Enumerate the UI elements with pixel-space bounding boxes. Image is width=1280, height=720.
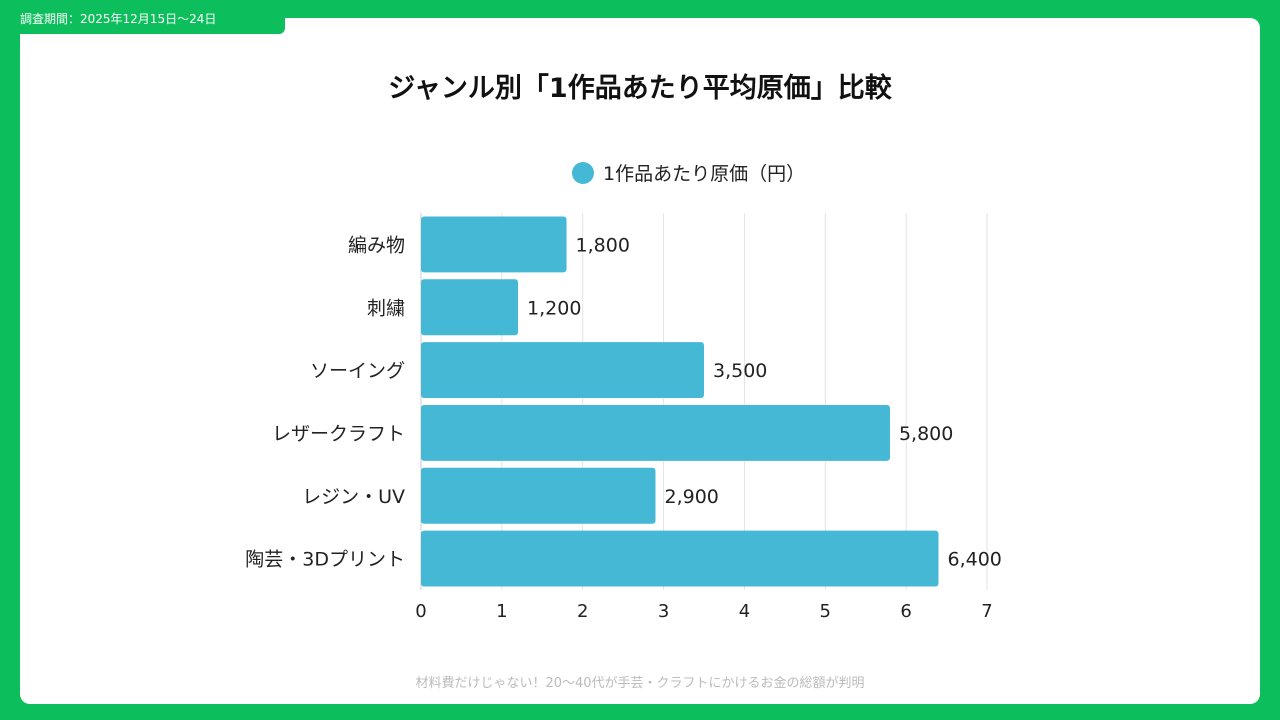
y-category-label: ソーイング	[310, 360, 405, 382]
y-category-label: レジン・UV	[302, 486, 405, 508]
bar	[421, 216, 567, 273]
data-label: 1,800	[576, 234, 630, 256]
survey-period: 調査期間：2025年12月15日〜24日	[20, 12, 217, 26]
y-category-label: 陶芸・3Dプリント	[245, 549, 405, 571]
legend-swatch	[572, 162, 594, 184]
y-category-label: 刺繍	[367, 297, 405, 319]
x-tick-label: 1	[496, 601, 507, 622]
bar	[421, 404, 890, 461]
bar	[421, 342, 704, 399]
bar	[421, 467, 656, 524]
y-category-label: レザークラフト	[272, 423, 405, 445]
x-tick-label: 7	[981, 601, 992, 622]
bar	[421, 530, 939, 587]
chart-title: ジャンル別「1作品あたり平均原価」比較	[388, 73, 892, 104]
data-label: 1,200	[527, 297, 581, 319]
data-label: 5,800	[899, 423, 953, 445]
data-label: 2,900	[664, 486, 718, 508]
legend-label: 1作品あたり原価（円）	[603, 163, 805, 185]
footer-caption: 材料費だけじゃない！20〜40代が手芸・クラフトにかけるお金の総額が判明	[415, 676, 865, 691]
x-tick-label: 3	[658, 601, 669, 622]
x-tick-label: 5	[820, 601, 831, 622]
x-tick-label: 2	[577, 601, 588, 622]
bar	[421, 279, 519, 336]
x-tick-label: 0	[415, 601, 426, 622]
x-tick-label: 6	[900, 601, 911, 622]
data-label: 6,400	[947, 549, 1001, 571]
x-tick-label: 4	[739, 601, 750, 622]
y-category-label: 編み物	[348, 234, 405, 256]
survey-period-tab: 調査期間：2025年12月15日〜24日	[0, 0, 285, 34]
data-label: 3,500	[713, 360, 767, 382]
